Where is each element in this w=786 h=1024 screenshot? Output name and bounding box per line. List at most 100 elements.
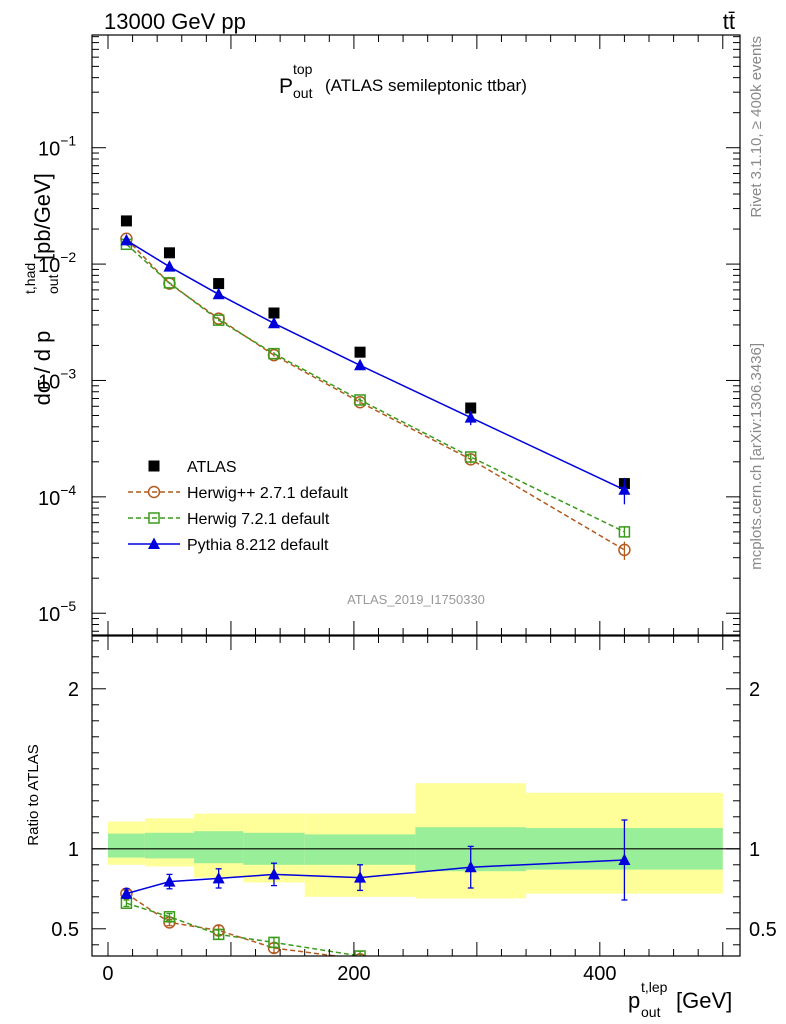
main-panel: 10−110−210−310−410−5 P top out (ATLAS se… xyxy=(22,34,741,636)
mcplots-label: mcplots.cern.ch [arXiv:1306.3436] xyxy=(748,343,765,570)
ratio-y-tick-label-left: 2 xyxy=(68,679,79,701)
y-tick-label: 10−3 xyxy=(38,365,76,393)
ratio-line-herwig7 xyxy=(126,902,365,956)
ratio-point-herwig7 xyxy=(268,936,280,949)
point-atlas xyxy=(213,278,225,290)
ratio-series-pythia xyxy=(120,819,631,901)
y-tick-label: 10−5 xyxy=(38,598,76,626)
ylabel-unit: [pb/GeV] xyxy=(30,173,55,260)
ratio-series-herwigpp xyxy=(120,887,366,956)
point-pythia xyxy=(618,483,631,495)
legend-item-pythia: Pythia 8.212 default xyxy=(128,537,329,554)
y-tick-label: 10−2 xyxy=(38,249,76,277)
legend-marker-atlas xyxy=(148,460,160,472)
ylabel-main: dσ / d p xyxy=(30,331,55,406)
legend-marker-pythia xyxy=(148,537,160,549)
xlabel-unit: [GeV] xyxy=(676,988,732,1013)
y-tick-exp: −4 xyxy=(60,482,76,498)
series-atlas xyxy=(120,215,630,491)
legend-label: ATLAS xyxy=(187,459,237,476)
point-atlas xyxy=(163,247,175,259)
point-herwig7 xyxy=(618,526,631,538)
ratio-point-pythia xyxy=(267,867,280,880)
y-tick-base: 10 xyxy=(38,604,60,626)
ratio-point-pythia xyxy=(212,871,225,884)
ratio-line-herwigpp xyxy=(126,892,342,956)
point-herwig7 xyxy=(464,451,477,463)
point-pythia xyxy=(267,316,280,329)
point-pythia xyxy=(212,287,225,300)
x-axis-label: p t,lep out [GeV] xyxy=(628,979,732,1020)
y-tick-exp: −2 xyxy=(60,249,76,265)
legend-marker-herwigpp xyxy=(147,485,161,499)
ratio-point-herwig7 xyxy=(212,928,225,941)
y-tick-exp: −1 xyxy=(60,133,76,149)
x-tick-label: 0 xyxy=(102,963,113,985)
uncertainty-band-inner xyxy=(107,833,145,858)
xlabel-sub: out xyxy=(641,1004,661,1020)
x-tick-label: 200 xyxy=(337,963,370,985)
point-herwig7 xyxy=(212,314,225,326)
legend-marker-herwig7 xyxy=(148,512,160,524)
ratio-point-pythia xyxy=(354,871,367,883)
point-herwig7 xyxy=(354,394,366,406)
ratio-point-pythia xyxy=(464,860,477,873)
point-atlas xyxy=(268,307,280,319)
y-tick-base: 10 xyxy=(38,371,60,393)
legend-item-herwig7: Herwig 7.2.1 default xyxy=(128,511,330,528)
ratio-y-tick-label-right: 2 xyxy=(749,679,760,701)
legend-label: Pythia 8.212 default xyxy=(187,537,329,554)
legend-item-herwigpp: Herwig++ 2.7.1 default xyxy=(128,485,349,502)
energy-label: 13000 GeV pp xyxy=(104,9,246,34)
ratio-y-tick-label-left: 1 xyxy=(68,839,79,861)
ratio-series-herwig7 xyxy=(120,897,366,956)
legend-label: Herwig++ 2.7.1 default xyxy=(187,485,349,502)
point-pythia xyxy=(120,233,133,246)
title-rest: (ATLAS semileptonic ttbar) xyxy=(325,76,527,95)
ratio-point-pythia xyxy=(120,887,133,899)
xlabel-main: p xyxy=(628,988,640,1013)
point-herwigpp xyxy=(618,543,631,557)
rivet-label: Rivet 3.1.10, ≥ 400k events xyxy=(748,36,765,218)
ylabel-sup: t,had xyxy=(22,263,38,294)
legend-label: Herwig 7.2.1 default xyxy=(187,511,330,528)
svg-text:P: P xyxy=(279,75,293,98)
ratio-point-pythia xyxy=(163,875,176,887)
main-frame xyxy=(91,34,741,636)
line-herwigpp xyxy=(125,238,625,551)
y-tick-label: 10−1 xyxy=(38,133,76,161)
uncertainty-band-inner xyxy=(144,832,195,859)
series-herwig7 xyxy=(120,238,631,538)
ratio-y-axis-label: Ratio to ATLAS xyxy=(25,744,42,845)
y-tick-base: 10 xyxy=(38,255,60,277)
plot-title: P top out (ATLAS semileptonic ttbar) xyxy=(279,61,527,101)
title-sup: top xyxy=(293,61,313,77)
point-herwig7 xyxy=(163,277,176,289)
y-tick-exp: −5 xyxy=(60,598,76,614)
y-tick-label: 10−4 xyxy=(38,482,76,510)
point-pythia xyxy=(354,358,367,371)
point-pythia xyxy=(464,411,477,423)
xlabel-sup: t,lep xyxy=(641,979,668,995)
ratio-point-herwig7 xyxy=(354,950,366,956)
legend-item-atlas: ATLAS xyxy=(148,459,237,476)
point-atlas xyxy=(465,402,477,414)
ylabel-sub: out xyxy=(45,274,61,294)
uncertainty-band-inner xyxy=(194,831,244,864)
main-y-axis-label: dσ / d p t,had out [pb/GeV] xyxy=(22,173,61,405)
point-pythia xyxy=(163,260,176,272)
ratio-y-tick-label-right: 0.5 xyxy=(749,919,777,941)
y-tick-base: 10 xyxy=(38,139,60,161)
point-herwig7 xyxy=(268,347,280,360)
process-label: tt̄ xyxy=(723,9,735,34)
y-tick-base: 10 xyxy=(38,488,60,510)
series-pythia xyxy=(120,233,631,505)
ratio-y-tick-label-right: 1 xyxy=(749,839,760,861)
legend: ATLAS Herwig++ 2.7.1 default Herwig 7.2.1 … xyxy=(128,459,349,554)
y-tick-exp: −3 xyxy=(60,365,76,381)
ratio-point-pythia xyxy=(618,853,631,865)
ratio-point-herwig7 xyxy=(163,911,176,923)
watermark: ATLAS_2019_I1750330 xyxy=(347,592,485,607)
ratio-panel: 0.5 0.5 1 1 2 2 0 200 400 Ratio to ATLAS p t,lep… xyxy=(25,635,777,1020)
